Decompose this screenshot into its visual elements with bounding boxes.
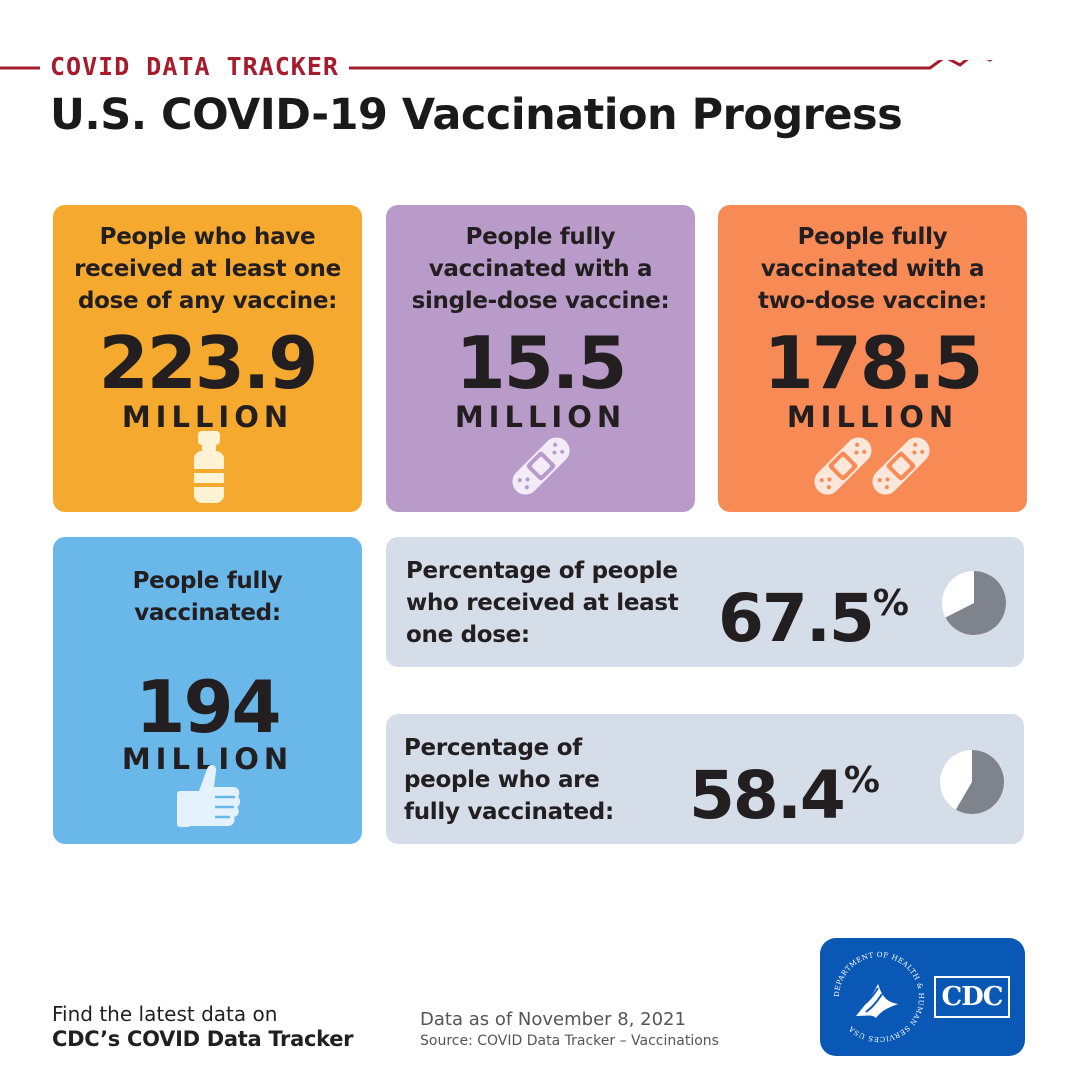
- header-kicker: COVID DATA TRACKER: [40, 52, 349, 82]
- header-rule-trend-line: [0, 60, 993, 70]
- card-unit: MILLION: [121, 742, 294, 776]
- thumbs-up-icon: [177, 765, 241, 827]
- footer-cta-link[interactable]: CDC’s COVID Data Tracker: [52, 1027, 354, 1051]
- card-label-line: vaccinated with a: [428, 256, 653, 282]
- card-number: 223.9: [98, 321, 319, 405]
- percentage-value: 67.5: [718, 580, 875, 657]
- hhs-cdc-logo: DEPARTMENT OF HEALTH & HUMAN SERVICES US…: [820, 938, 1025, 1056]
- percentage-label-line: Percentage of people: [406, 558, 678, 584]
- percentage-label-line: fully vaccinated:: [404, 799, 614, 825]
- card-label-line: People fully: [465, 224, 616, 250]
- percentage-label-line: one dose:: [406, 622, 530, 648]
- card-unit: MILLION: [121, 400, 294, 434]
- percent-sign: %: [843, 760, 880, 801]
- card-unit: MILLION: [454, 400, 627, 434]
- percent-sign: %: [872, 583, 909, 624]
- card-fully-vaccinated: People fully vaccinated: 194 MILLION: [53, 537, 362, 844]
- pie-filled-wedge: [955, 750, 1004, 814]
- percentage-label-line: who received at least: [406, 590, 679, 616]
- percentage-label-line: Percentage of: [404, 735, 582, 761]
- bandage-icon: [512, 437, 570, 495]
- data-date: Data as of November 8, 2021: [420, 1009, 686, 1030]
- card-unit: MILLION: [786, 400, 959, 434]
- pie-filled-wedge: [945, 571, 1006, 635]
- percentage-label-line: people who are: [404, 767, 600, 793]
- card-two-dose: People fully vaccinated with a two-dose …: [718, 205, 1027, 512]
- card-label-line: vaccinated with a: [760, 256, 985, 282]
- card-label-line: dose of any vaccine:: [77, 288, 338, 314]
- card-label-line: single-dose vaccine:: [411, 288, 670, 314]
- pie-chart-icon: [942, 571, 1006, 635]
- percentage-value: 58.4: [689, 757, 846, 834]
- footer-cta-line: Find the latest data on: [52, 1002, 278, 1026]
- card-label-line: People fully: [797, 224, 948, 250]
- two-bandages-icon: [814, 437, 930, 495]
- card-label-line: vaccinated:: [134, 600, 281, 626]
- percentage-panel-fully-vaccinated: Percentage of people who are fully vacci…: [386, 714, 1024, 844]
- percentage-panel-at-least-one-dose: Percentage of people who received at lea…: [386, 537, 1024, 667]
- card-label-line: two-dose vaccine:: [758, 288, 987, 314]
- card-label-line: People fully: [132, 568, 283, 594]
- card-at-least-one-dose: People who have received at least one do…: [53, 205, 362, 512]
- pie-chart-icon: [940, 750, 1004, 814]
- vaccine-vial-icon: [194, 431, 224, 503]
- card-label-line: received at least one: [74, 256, 341, 282]
- cdc-text: CDC: [941, 982, 1004, 1012]
- card-single-dose: People fully vaccinated with a single-do…: [386, 205, 695, 512]
- card-number: 15.5: [455, 321, 628, 405]
- card-label-line: People who have: [99, 224, 316, 250]
- card-number: 194: [135, 665, 281, 749]
- data-source: Source: COVID Data Tracker – Vaccination…: [420, 1033, 719, 1049]
- page-title: U.S. COVID-19 Vaccination Progress: [50, 90, 903, 140]
- cdc-wordmark: CDC: [934, 976, 1010, 1018]
- card-number: 178.5: [763, 321, 984, 405]
- hhs-seal-icon: DEPARTMENT OF HEALTH & HUMAN SERVICES US…: [833, 951, 925, 1043]
